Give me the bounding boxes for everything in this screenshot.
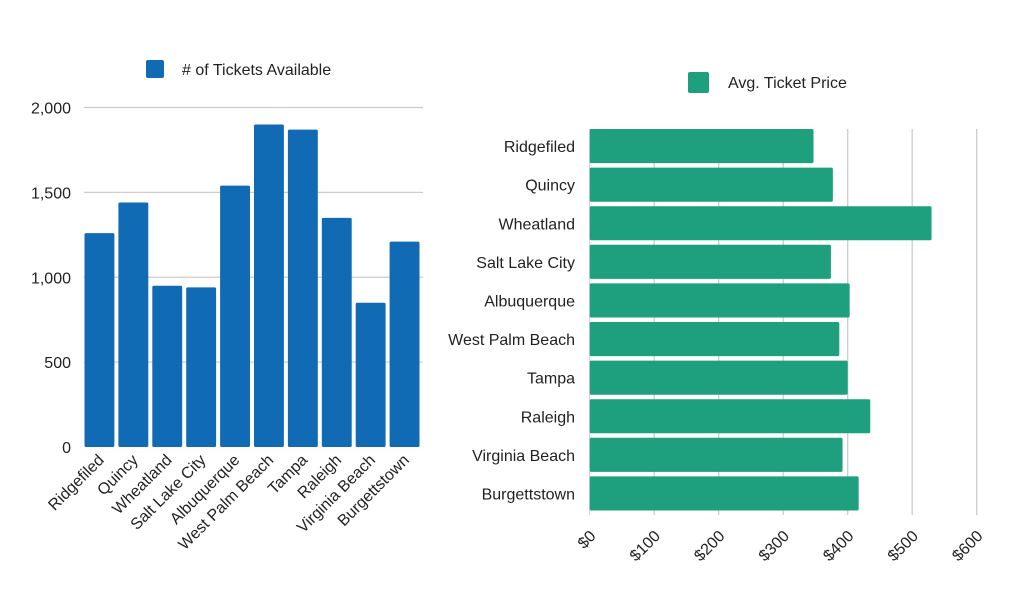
bar-wheatland[interactable] [152,285,183,447]
right-y-category-label: Raleigh [521,409,575,426]
avg-ticket-price-chart: Avg. Ticket Price Ridgefiled Quincy Wheatl… [448,72,987,565]
bar-salt-lake-city[interactable] [186,287,217,447]
hbar-tampa[interactable] [589,360,848,395]
right-x-tick-label: $300 [756,528,793,565]
hbar-albuquerque[interactable] [589,283,850,318]
left-y-tick-label: 2,000 [31,101,71,118]
left-y-tick-label: 0 [62,440,71,457]
right-y-axis-category-labels: Ridgefiled Quincy Wheatland Salt Lake City A… [448,139,575,503]
right-legend[interactable]: Avg. Ticket Price [688,72,847,93]
hbar-burgettstown[interactable] [589,476,859,511]
bar-burgettstown[interactable] [389,241,420,447]
right-legend-swatch [688,72,709,93]
hbar-west-palm-beach[interactable] [589,322,840,357]
left-legend-swatch [146,60,164,78]
left-y-tick-label: 1,500 [31,185,71,202]
hbar-quincy[interactable] [589,167,833,202]
hbar-salt-lake-city[interactable] [589,244,831,279]
right-x-axis-ticks: $0 $100 $200 $300 $400 $500 $600 [575,528,987,565]
bar-west-palm-beach[interactable] [254,124,284,447]
right-y-category-label: Wheatland [499,216,576,233]
right-x-tick-label: $200 [691,528,728,565]
left-legend[interactable]: # of Tickets Available [146,60,331,79]
bar-albuquerque[interactable] [220,185,250,447]
right-x-tick-label: $500 [885,528,922,565]
tickets-available-chart: # of Tickets Available 0 500 1,000 1,500 2,0… [31,60,423,554]
left-y-tick-label: 1,000 [31,270,71,287]
hbar-raleigh[interactable] [589,399,871,434]
left-y-tick-label: 500 [44,355,71,372]
left-bars [84,124,420,447]
right-y-category-label: Quincy [525,178,575,195]
right-y-category-label: Virginia Beach [472,448,575,465]
right-y-category-label: West Palm Beach [448,332,575,349]
right-y-category-label: Albuquerque [484,293,575,310]
hbar-ridgefiled[interactable] [589,129,814,164]
right-x-tick-label: $100 [627,528,664,565]
right-y-category-label: Tampa [527,371,575,388]
left-legend-label: # of Tickets Available [182,62,331,79]
bar-virginia-beach[interactable] [355,302,386,447]
left-y-axis-ticks: 0 500 1,000 1,500 2,000 [31,101,71,458]
right-x-tick-label: $400 [820,528,857,565]
right-x-tick-label: $600 [949,528,986,565]
hbar-virginia-beach[interactable] [589,437,843,472]
bar-ridgefiled[interactable] [84,233,115,447]
right-x-tick-label: $0 [575,528,600,553]
right-y-category-label: Salt Lake City [476,255,575,272]
right-y-category-label: Burgettstown [482,486,575,503]
hbar-wheatland[interactable] [589,206,932,241]
bar-tampa[interactable] [287,129,318,447]
right-y-category-label: Ridgefiled [504,139,575,156]
bar-quincy[interactable] [118,202,149,447]
bar-raleigh[interactable] [321,217,352,447]
right-bars [589,129,932,511]
right-legend-label: Avg. Ticket Price [728,75,847,92]
